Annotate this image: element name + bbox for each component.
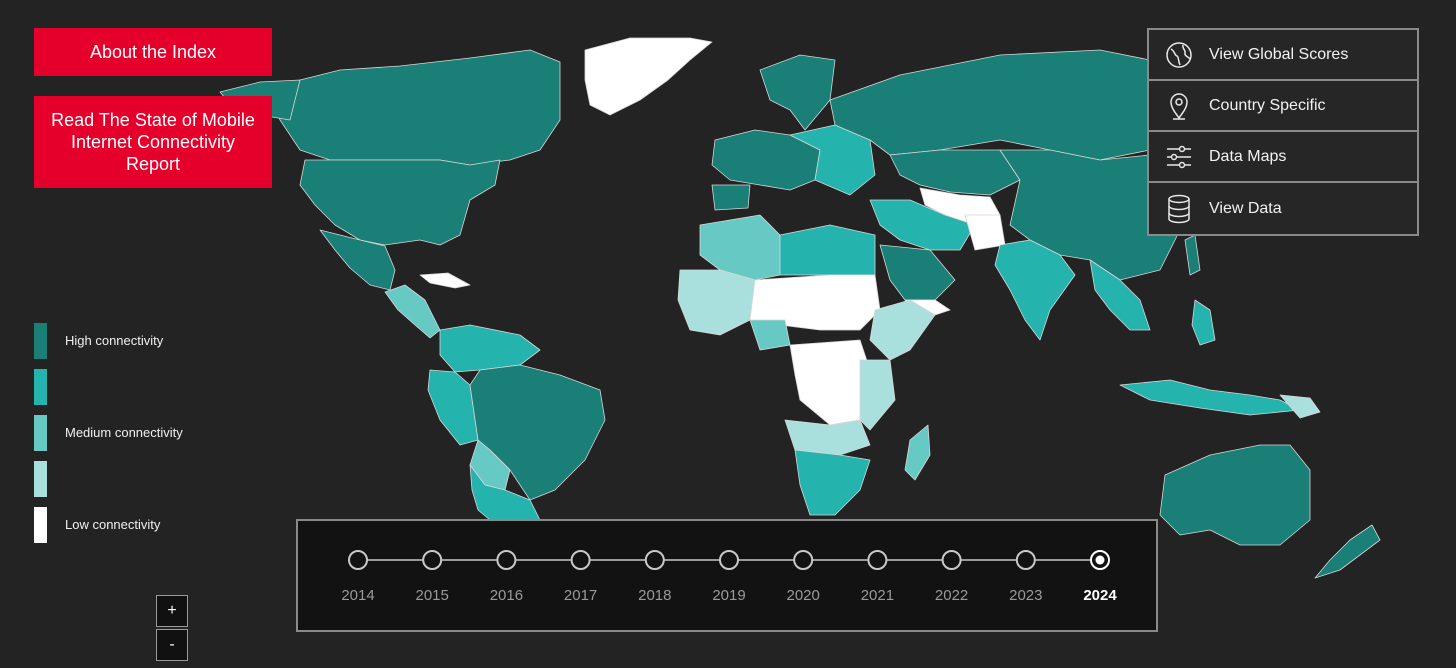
sliders-icon bbox=[1149, 144, 1209, 170]
region-madagascar[interactable] bbox=[904, 424, 931, 481]
region-ecuador-peru[interactable] bbox=[427, 369, 479, 446]
location-pin-icon bbox=[1149, 91, 1209, 121]
about-the-index-button[interactable]: About the Index bbox=[34, 28, 272, 76]
timeline-dot-2020[interactable] bbox=[793, 550, 814, 570]
menu-item-label: View Data bbox=[1209, 199, 1282, 217]
region-horn-of-africa[interactable] bbox=[869, 299, 936, 361]
timeline-year-2023[interactable]: 2023 bbox=[1009, 587, 1043, 604]
region-central-america[interactable] bbox=[384, 284, 441, 339]
menu-item-label: View Global Scores bbox=[1209, 45, 1349, 63]
menu-item-country-specific[interactable]: Country Specific bbox=[1149, 81, 1417, 132]
region-indonesia[interactable] bbox=[1119, 379, 1301, 416]
region-canada[interactable] bbox=[269, 49, 561, 166]
menu-item-global-scores[interactable]: View Global Scores bbox=[1149, 30, 1417, 81]
timeline-year-2020[interactable]: 2020 bbox=[786, 587, 820, 604]
menu-item-data-maps[interactable]: Data Maps bbox=[1149, 132, 1417, 183]
timeline-dot-2018[interactable] bbox=[644, 550, 665, 570]
timeline-dot-2015[interactable] bbox=[422, 550, 443, 570]
region-afghanistan[interactable] bbox=[964, 214, 1006, 251]
selected-year-marker bbox=[1095, 555, 1105, 565]
region-southern-africa[interactable] bbox=[794, 449, 871, 516]
region-philippines[interactable] bbox=[1191, 299, 1216, 346]
region-west-africa[interactable] bbox=[677, 269, 756, 336]
region-papua-new-guinea[interactable] bbox=[1279, 394, 1321, 419]
region-saudi-arabia[interactable] bbox=[879, 244, 956, 301]
region-venezuela-colombia[interactable] bbox=[439, 324, 541, 373]
region-greenland[interactable] bbox=[584, 37, 713, 116]
region-iberia[interactable] bbox=[711, 184, 751, 211]
region-usa[interactable] bbox=[299, 159, 501, 246]
timeline-year-2021[interactable]: 2021 bbox=[860, 587, 895, 604]
timeline-dot-2014[interactable] bbox=[348, 550, 368, 570]
legend-row-low: Low connectivity bbox=[34, 507, 234, 543]
region-scandinavia[interactable] bbox=[759, 54, 836, 131]
read-report-button[interactable]: Read The State of Mobile Internet Connec… bbox=[34, 96, 272, 188]
legend-swatch bbox=[34, 507, 47, 543]
region-western-europe[interactable] bbox=[711, 129, 821, 191]
region-southeast-asia[interactable] bbox=[1089, 259, 1151, 331]
region-india[interactable] bbox=[994, 239, 1076, 341]
globe-icon bbox=[1149, 41, 1209, 69]
region-australia[interactable] bbox=[1159, 444, 1311, 546]
region-southern-africa-north[interactable] bbox=[784, 419, 871, 456]
region-central-africa[interactable] bbox=[789, 339, 871, 426]
region-russia[interactable] bbox=[829, 49, 1151, 161]
legend-swatch bbox=[34, 415, 47, 451]
timeline-dot-2022[interactable] bbox=[941, 550, 962, 570]
region-middle-east[interactable] bbox=[869, 199, 976, 251]
view-menu: View Global Scores Country Specific Data… bbox=[1147, 28, 1419, 236]
zoom-controls: + - bbox=[156, 595, 188, 663]
region-north-africa[interactable] bbox=[699, 214, 781, 281]
region-east-africa[interactable] bbox=[859, 359, 896, 431]
legend-swatch bbox=[34, 461, 47, 497]
region-japan[interactable] bbox=[1184, 234, 1201, 276]
menu-item-view-data[interactable]: View Data bbox=[1149, 183, 1417, 234]
region-libya-egypt[interactable] bbox=[779, 224, 876, 276]
timeline-year-2022[interactable]: 2022 bbox=[934, 587, 969, 604]
timeline-year-2017[interactable]: 2017 bbox=[563, 587, 598, 604]
legend-label: Medium connectivity bbox=[65, 425, 183, 440]
timeline-year-2018[interactable]: 2018 bbox=[638, 587, 672, 604]
region-nigeria[interactable] bbox=[749, 319, 791, 351]
zoom-out-button[interactable]: - bbox=[156, 629, 188, 661]
timeline-year-2014[interactable]: 2014 bbox=[341, 587, 375, 604]
timeline-track bbox=[348, 550, 1110, 570]
timeline-dot-2016[interactable] bbox=[496, 550, 517, 570]
legend-label: High connectivity bbox=[65, 333, 164, 348]
menu-item-label: Country Specific bbox=[1209, 96, 1326, 114]
legend-row-medium: Medium connectivity bbox=[34, 415, 234, 451]
timeline-year-2016[interactable]: 2016 bbox=[489, 587, 524, 604]
timeline-dot-2019[interactable] bbox=[719, 550, 739, 570]
timeline-dot-2021[interactable] bbox=[867, 550, 888, 570]
region-cuba[interactable] bbox=[419, 272, 471, 289]
year-timeline: 2014 2015 2016 2017 2018 2019 2020 2021 2022 2023… bbox=[296, 519, 1158, 632]
timeline-dot-2023[interactable] bbox=[1015, 550, 1036, 570]
legend-label: Low connectivity bbox=[65, 517, 161, 532]
timeline-year-2024[interactable]: 2024 bbox=[1083, 587, 1117, 604]
timeline-dot-2017[interactable] bbox=[570, 550, 591, 570]
legend-row-lower-medium bbox=[34, 461, 234, 497]
region-kazakhstan[interactable] bbox=[889, 149, 1021, 196]
region-new-zealand[interactable] bbox=[1314, 524, 1381, 579]
legend-row-high: High connectivity bbox=[34, 323, 234, 359]
legend-row-upper-medium bbox=[34, 369, 234, 405]
legend-swatch bbox=[34, 369, 47, 405]
timeline-year-2019[interactable]: 2019 bbox=[712, 587, 746, 604]
database-icon bbox=[1149, 194, 1209, 224]
timeline-year-2015[interactable]: 2015 bbox=[415, 587, 449, 604]
legend-swatch bbox=[34, 323, 47, 359]
zoom-in-button[interactable]: + bbox=[156, 595, 188, 627]
menu-item-label: Data Maps bbox=[1209, 147, 1287, 165]
